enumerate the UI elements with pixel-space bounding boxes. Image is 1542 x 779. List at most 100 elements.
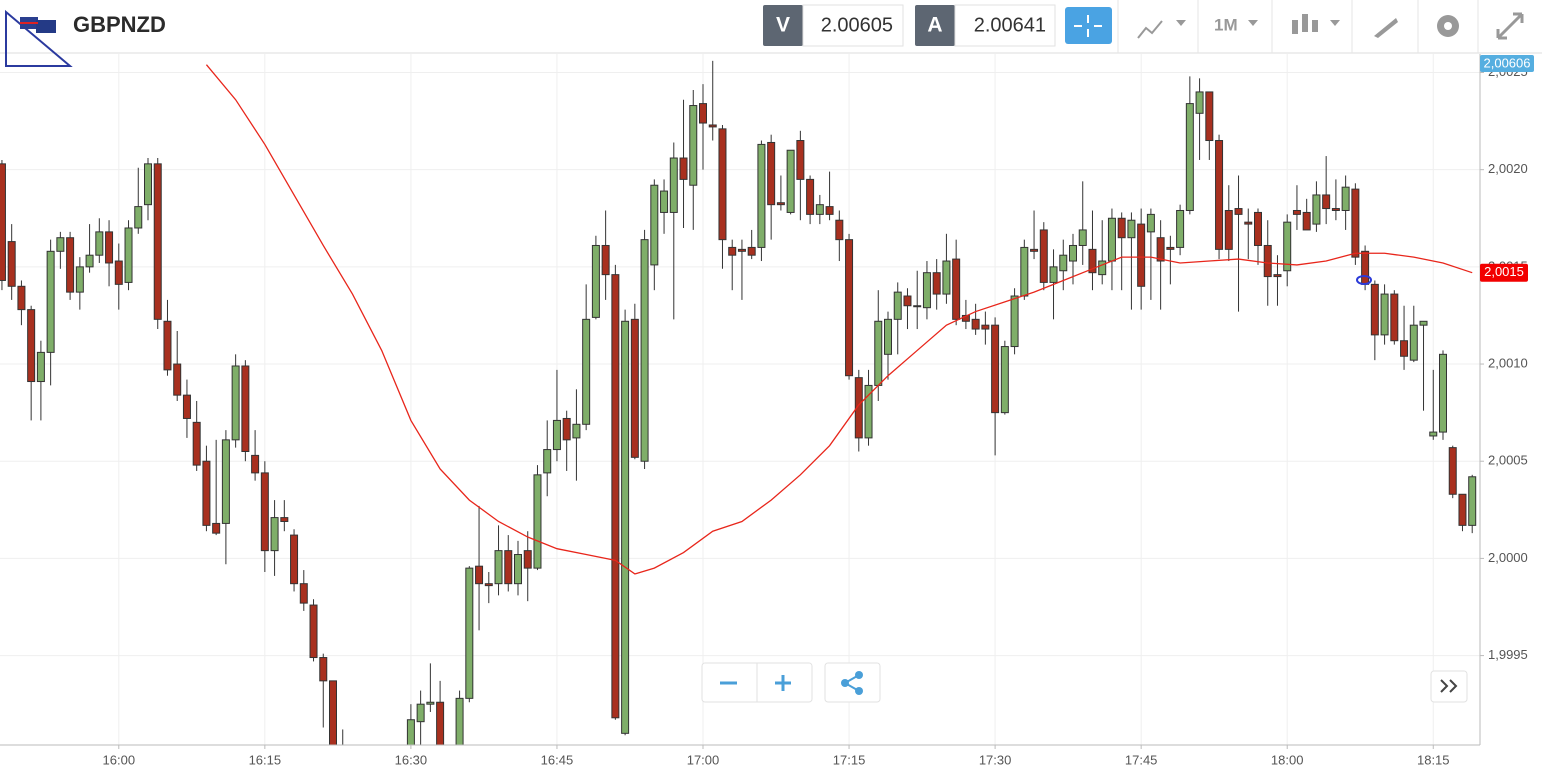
candle-body xyxy=(1361,250,1370,285)
candle-body xyxy=(1000,346,1009,414)
candle-body xyxy=(1409,324,1418,361)
candle-body xyxy=(1156,237,1165,262)
candle-body xyxy=(552,419,561,451)
candle-body xyxy=(465,567,474,699)
candle-body xyxy=(893,291,902,320)
x-tick-label: 16:30 xyxy=(395,752,428,767)
candle-body xyxy=(1098,260,1107,276)
candle-body xyxy=(786,149,795,213)
x-tick-label: 16:15 xyxy=(249,752,282,767)
zoom-in-button[interactable] xyxy=(775,675,791,691)
bid-box[interactable] xyxy=(802,4,904,47)
candle-body xyxy=(679,157,688,180)
ask-badge xyxy=(915,5,955,46)
y-tick-label: 1,9995 xyxy=(1488,647,1528,662)
candle-body xyxy=(533,474,542,569)
candle-body xyxy=(504,550,513,585)
candle-body xyxy=(56,237,65,252)
candle-body xyxy=(1127,219,1136,239)
candle-body xyxy=(718,128,727,241)
candle-body xyxy=(212,522,221,534)
candle-body xyxy=(173,363,182,396)
candle-body xyxy=(971,318,980,330)
candle-body xyxy=(854,377,863,439)
candle-body xyxy=(776,202,785,206)
symbol: GBPNZD xyxy=(73,12,166,37)
cursor-marker xyxy=(1356,275,1372,285)
candle-body xyxy=(747,246,756,256)
candle-body xyxy=(1176,209,1185,248)
flag-icon xyxy=(36,20,56,33)
candle-body xyxy=(601,244,610,276)
candle-body xyxy=(319,657,328,682)
candle-body xyxy=(1137,223,1146,287)
candle-body xyxy=(1059,254,1068,272)
candle-body xyxy=(309,604,318,659)
candle-body xyxy=(251,454,260,474)
candle-body xyxy=(114,260,123,285)
candle-body xyxy=(192,421,201,466)
candle-body xyxy=(1458,493,1467,526)
candle-body xyxy=(660,190,669,213)
timeframe-button[interactable]: 1M xyxy=(1214,15,1238,34)
toolbar-separators xyxy=(1117,0,1479,53)
candle-body xyxy=(27,309,36,383)
candle-body xyxy=(942,260,951,295)
current-price-label: 2,00606 xyxy=(1484,55,1531,70)
candle-body xyxy=(699,103,707,124)
candle-body xyxy=(426,701,435,705)
candle-body xyxy=(134,206,143,229)
candle-body xyxy=(1039,229,1048,283)
candle-body xyxy=(1254,211,1262,246)
candle-body xyxy=(621,320,630,734)
candle-body xyxy=(1030,248,1039,252)
chart-type-button[interactable] xyxy=(1137,20,1163,39)
crosshair-button[interactable] xyxy=(1065,7,1112,44)
crosshair-icon xyxy=(1074,15,1102,37)
candle-body xyxy=(1400,340,1409,357)
scroll-right-button[interactable] xyxy=(1440,679,1458,693)
candle-body xyxy=(1419,320,1428,326)
candle-body xyxy=(46,250,55,353)
dropdown-arrow xyxy=(1248,20,1258,26)
candle-body xyxy=(1380,293,1389,336)
candle-body xyxy=(1302,211,1311,231)
candle-body xyxy=(475,565,484,585)
candle-body xyxy=(1224,209,1233,250)
x-tick-label: 16:45 xyxy=(541,752,574,767)
ask-price: 2.00641 xyxy=(974,14,1046,36)
candle-body xyxy=(815,204,824,215)
dropdown-arrow xyxy=(1176,20,1186,26)
candle-body xyxy=(17,285,26,311)
candle-style-button[interactable] xyxy=(1292,14,1318,34)
candle-body xyxy=(767,141,776,206)
current-price-badge xyxy=(1480,55,1534,72)
y-tick-label: 2,0000 xyxy=(1488,550,1528,565)
scroll-right-control xyxy=(1430,670,1468,703)
draw-button[interactable] xyxy=(1374,18,1398,38)
share-control xyxy=(824,662,881,703)
share-button[interactable] xyxy=(841,671,863,695)
candle-body xyxy=(981,324,990,330)
candle-body xyxy=(260,472,269,552)
candle-body xyxy=(339,757,346,779)
candle-body xyxy=(95,231,104,256)
candle-body xyxy=(922,272,931,309)
ma-price-label: 2,0015 xyxy=(1484,264,1524,279)
fullscreen-button[interactable] xyxy=(1496,12,1524,40)
candle-body xyxy=(202,460,211,526)
candle-body xyxy=(66,237,75,293)
candle-body xyxy=(1429,431,1438,437)
bid-price: 2.00605 xyxy=(821,14,893,36)
candle-body xyxy=(241,365,250,453)
ask-box[interactable] xyxy=(954,4,1056,47)
candle-body xyxy=(182,394,191,419)
candle-body xyxy=(991,324,1000,414)
candle-body xyxy=(640,239,649,462)
candle-body xyxy=(1107,217,1116,262)
candle-body xyxy=(932,272,941,295)
candle-body xyxy=(1322,194,1331,210)
candle-body xyxy=(903,295,912,307)
candle-body xyxy=(611,274,620,719)
